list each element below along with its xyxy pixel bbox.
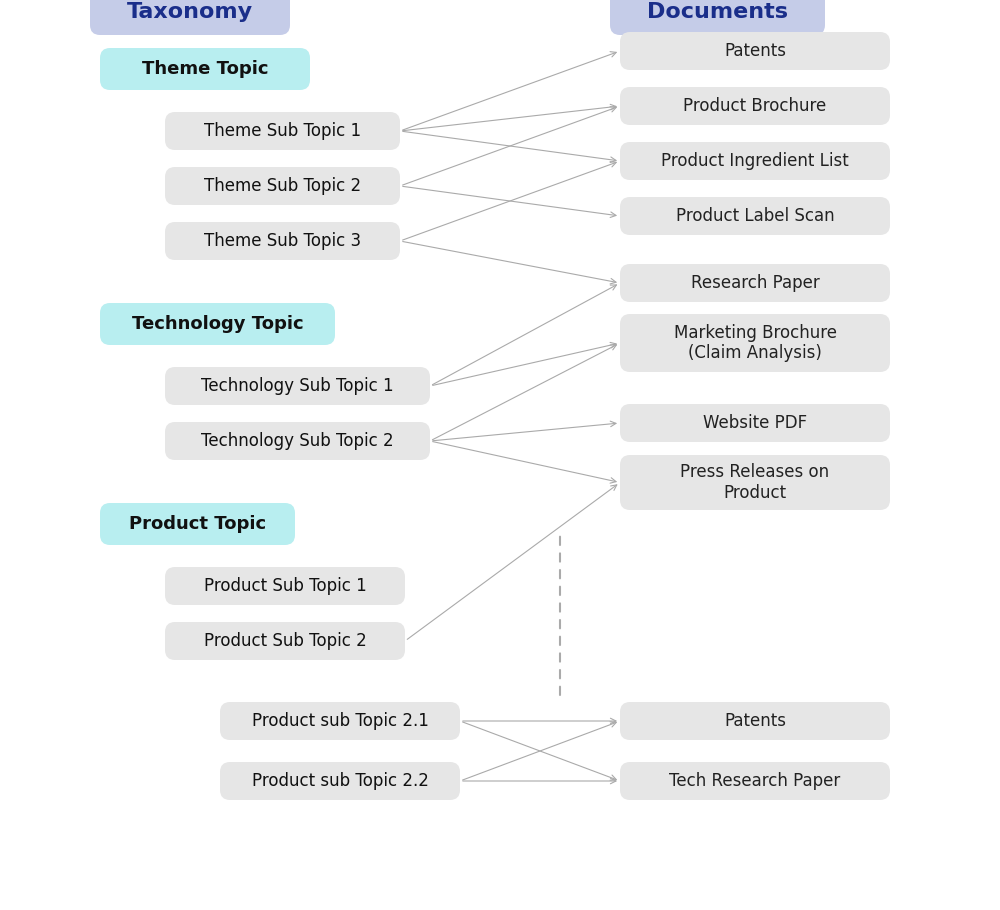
FancyBboxPatch shape bbox=[165, 622, 405, 660]
Text: Press Releases on
Product: Press Releases on Product bbox=[680, 463, 830, 502]
Text: Research Paper: Research Paper bbox=[691, 274, 819, 292]
Text: Product Topic: Product Topic bbox=[129, 515, 266, 533]
FancyBboxPatch shape bbox=[100, 303, 335, 345]
Text: Theme Sub Topic 2: Theme Sub Topic 2 bbox=[204, 177, 361, 195]
Text: Product Sub Topic 2: Product Sub Topic 2 bbox=[204, 632, 366, 650]
FancyBboxPatch shape bbox=[165, 567, 405, 605]
Text: Theme Sub Topic 3: Theme Sub Topic 3 bbox=[204, 232, 361, 250]
FancyBboxPatch shape bbox=[620, 87, 890, 125]
FancyBboxPatch shape bbox=[620, 762, 890, 800]
Text: Patents: Patents bbox=[724, 42, 786, 60]
FancyBboxPatch shape bbox=[90, 0, 290, 35]
Text: Product sub Topic 2.1: Product sub Topic 2.1 bbox=[252, 712, 428, 730]
FancyBboxPatch shape bbox=[610, 0, 825, 35]
Text: Product Label Scan: Product Label Scan bbox=[676, 207, 834, 225]
Text: Website PDF: Website PDF bbox=[703, 414, 807, 432]
FancyBboxPatch shape bbox=[620, 404, 890, 442]
Text: Technology Topic: Technology Topic bbox=[132, 315, 303, 333]
Text: Patents: Patents bbox=[724, 712, 786, 730]
FancyBboxPatch shape bbox=[100, 48, 310, 90]
FancyBboxPatch shape bbox=[165, 422, 430, 460]
FancyBboxPatch shape bbox=[220, 762, 460, 800]
FancyBboxPatch shape bbox=[165, 367, 430, 405]
Text: Marketing Brochure
(Claim Analysis): Marketing Brochure (Claim Analysis) bbox=[674, 324, 836, 362]
FancyBboxPatch shape bbox=[165, 112, 400, 150]
FancyBboxPatch shape bbox=[165, 222, 400, 260]
FancyBboxPatch shape bbox=[100, 503, 295, 545]
FancyBboxPatch shape bbox=[620, 314, 890, 372]
FancyBboxPatch shape bbox=[620, 197, 890, 235]
Text: Tech Research Paper: Tech Research Paper bbox=[669, 772, 841, 790]
FancyBboxPatch shape bbox=[165, 167, 400, 205]
FancyBboxPatch shape bbox=[220, 702, 460, 740]
FancyBboxPatch shape bbox=[620, 702, 890, 740]
Text: Technology Sub Topic 2: Technology Sub Topic 2 bbox=[201, 432, 394, 450]
Text: Technology Sub Topic 1: Technology Sub Topic 1 bbox=[201, 377, 394, 395]
FancyBboxPatch shape bbox=[620, 455, 890, 510]
Text: Documents: Documents bbox=[647, 3, 788, 23]
Text: Theme Sub Topic 1: Theme Sub Topic 1 bbox=[204, 122, 361, 140]
FancyBboxPatch shape bbox=[620, 142, 890, 180]
FancyBboxPatch shape bbox=[620, 264, 890, 302]
Text: Product Ingredient List: Product Ingredient List bbox=[661, 152, 849, 170]
Text: Product Sub Topic 1: Product Sub Topic 1 bbox=[204, 577, 366, 595]
Text: Product sub Topic 2.2: Product sub Topic 2.2 bbox=[252, 772, 428, 790]
Text: Product Brochure: Product Brochure bbox=[683, 97, 827, 115]
Text: Taxonomy: Taxonomy bbox=[127, 3, 253, 23]
FancyBboxPatch shape bbox=[620, 32, 890, 70]
Text: Theme Topic: Theme Topic bbox=[142, 60, 268, 78]
